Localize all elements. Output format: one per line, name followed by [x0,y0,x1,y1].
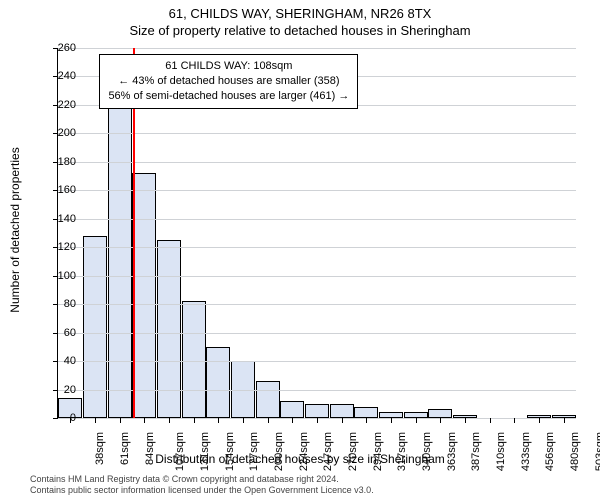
x-tick-label: 340sqm [421,432,433,471]
x-tick-mark [194,418,195,423]
x-tick-mark [169,418,170,423]
y-tick-label: 200 [46,127,76,139]
x-tick-label: 503sqm [594,432,600,471]
x-tick-label: 363sqm [446,432,458,471]
x-tick-mark [564,418,565,423]
y-tick-label: 100 [46,270,76,282]
footer-line-1: Contains HM Land Registry data © Crown c… [30,474,374,485]
grid-line [58,276,576,277]
y-tick-label: 180 [46,156,76,168]
x-tick-label: 294sqm [372,432,384,471]
x-tick-mark [366,418,367,423]
y-tick-label: 20 [46,384,76,396]
x-tick-mark [292,418,293,423]
y-tick-label: 80 [46,298,76,310]
grid-line [58,304,576,305]
x-tick-mark [391,418,392,423]
x-tick-mark [416,418,417,423]
x-tick-label: 410sqm [495,432,507,471]
grid-line [58,361,576,362]
grid-line [58,247,576,248]
x-tick-label: 224sqm [298,432,310,471]
x-tick-mark [539,418,540,423]
x-tick-label: 131sqm [199,432,211,471]
x-tick-mark [490,418,491,423]
y-axis-label: Number of detached properties [8,147,22,312]
histogram-bar [182,301,206,418]
y-tick-label: 140 [46,213,76,225]
x-tick-label: 84sqm [144,432,156,465]
x-tick-label: 61sqm [119,432,131,465]
footer-attribution: Contains HM Land Registry data © Crown c… [30,474,374,497]
annotation-line: ← 43% of detached houses are smaller (35… [108,74,349,89]
y-tick-label: 220 [46,99,76,111]
x-tick-mark [95,418,96,423]
x-tick-label: 107sqm [174,432,186,471]
x-tick-label: 480sqm [569,432,581,471]
histogram-bar [108,105,132,418]
x-tick-mark [243,418,244,423]
annotation-line: 56% of semi-detached houses are larger (… [108,89,349,104]
x-tick-mark [342,418,343,423]
grid-line [58,219,576,220]
x-tick-mark [317,418,318,423]
x-tick-mark [120,418,121,423]
x-tick-label: 38sqm [94,432,106,465]
grid-line [58,390,576,391]
grid-line [58,190,576,191]
histogram-bar [256,381,280,418]
x-tick-mark [268,418,269,423]
histogram-bar [83,236,107,418]
y-tick-label: 120 [46,241,76,253]
y-tick-label: 260 [46,42,76,54]
x-tick-label: 387sqm [470,432,482,471]
grid-line [58,48,576,49]
x-tick-label: 456sqm [544,432,556,471]
chart-plot-area: 61 CHILDS WAY: 108sqm← 43% of detached h… [58,48,576,418]
histogram-bar [354,407,378,418]
histogram-bar [280,401,304,418]
histogram-bar [330,404,354,418]
x-tick-label: 317sqm [396,432,408,471]
x-tick-label: 200sqm [273,432,285,471]
grid-line [58,162,576,163]
grid-line [58,133,576,134]
footer-line-2: Contains public sector information licen… [30,485,374,496]
x-tick-mark [465,418,466,423]
y-tick-label: 240 [46,70,76,82]
y-tick-label: 160 [46,184,76,196]
chart-title-address: 61, CHILDS WAY, SHERINGHAM, NR26 8TX [0,6,600,21]
chart-title-subtitle: Size of property relative to detached ho… [0,23,600,38]
grid-line [58,333,576,334]
x-tick-mark [144,418,145,423]
y-tick-label: 40 [46,355,76,367]
x-tick-label: 154sqm [224,432,236,471]
histogram-bar [157,240,181,418]
histogram-bar [206,347,230,418]
histogram-bar [305,404,329,418]
annotation-line: 61 CHILDS WAY: 108sqm [108,59,349,74]
y-tick-label: 0 [46,412,76,424]
histogram-bar [428,409,452,418]
x-tick-mark [218,418,219,423]
x-tick-label: 247sqm [322,432,334,471]
histogram-bar [132,173,156,418]
annotation-callout: 61 CHILDS WAY: 108sqm← 43% of detached h… [99,54,358,109]
x-tick-mark [440,418,441,423]
y-tick-label: 60 [46,327,76,339]
x-tick-label: 433sqm [520,432,532,471]
x-tick-label: 177sqm [248,432,260,471]
x-tick-label: 270sqm [347,432,359,471]
x-tick-mark [514,418,515,423]
